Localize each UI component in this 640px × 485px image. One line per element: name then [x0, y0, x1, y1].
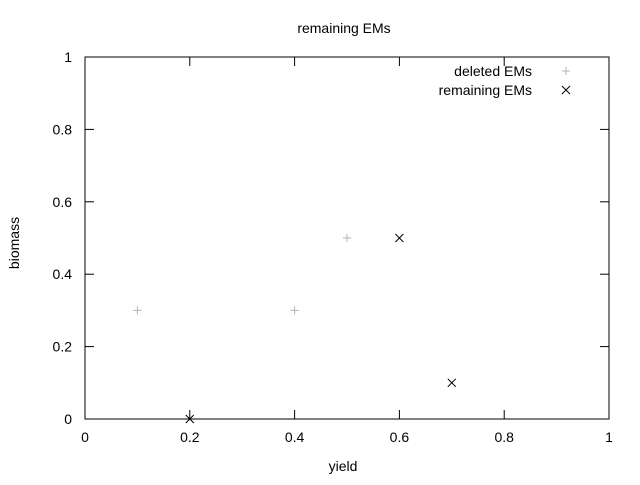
remaining-em-point-stroke-b [185, 414, 195, 424]
data-points [133, 233, 457, 424]
axis-ticks: 0 0.2 0.4 0.6 0.8 1 0 0.2 0.4 0.6 0.8 1 [53, 49, 614, 445]
remaining-em-point-stroke-b [395, 233, 404, 243]
x-tick-label: 1 [605, 429, 613, 445]
deleted-em-point [343, 234, 351, 242]
x-tick-label: 0.8 [494, 429, 514, 445]
x-tick-label: 0.4 [285, 429, 305, 445]
x-tick-label: 0 [81, 429, 89, 445]
y-tick-label: 0.4 [53, 266, 73, 282]
y-tick-label: 1 [64, 49, 72, 65]
legend-marker-stroke-b [561, 85, 571, 95]
x-tick-label: 0.2 [180, 429, 200, 445]
x-tick-label: 0.6 [390, 429, 410, 445]
legend-label: deleted EMs [454, 63, 532, 79]
plot-area-frame [84, 56, 610, 420]
legend-marker [561, 85, 571, 95]
legend: deleted EMs remaining EMs [439, 63, 571, 98]
remaining-em-point [395, 233, 404, 243]
y-tick-label: 0.8 [53, 121, 73, 137]
legend-marker [562, 67, 570, 75]
x-axis-label: yield [329, 458, 358, 474]
chart-title: remaining EMs [297, 20, 390, 36]
y-axis-label: biomass [6, 217, 22, 269]
remaining-em-point [447, 378, 457, 388]
legend-label: remaining EMs [439, 82, 532, 98]
y-tick-label: 0.6 [53, 194, 73, 210]
remaining-em-point [185, 414, 195, 424]
y-tick-label: 0.2 [53, 339, 73, 355]
y-tick-label: 0 [64, 411, 72, 427]
deleted-em-point [133, 306, 142, 315]
deleted-em-point [290, 306, 299, 315]
remaining-em-point-stroke-b [447, 378, 457, 388]
